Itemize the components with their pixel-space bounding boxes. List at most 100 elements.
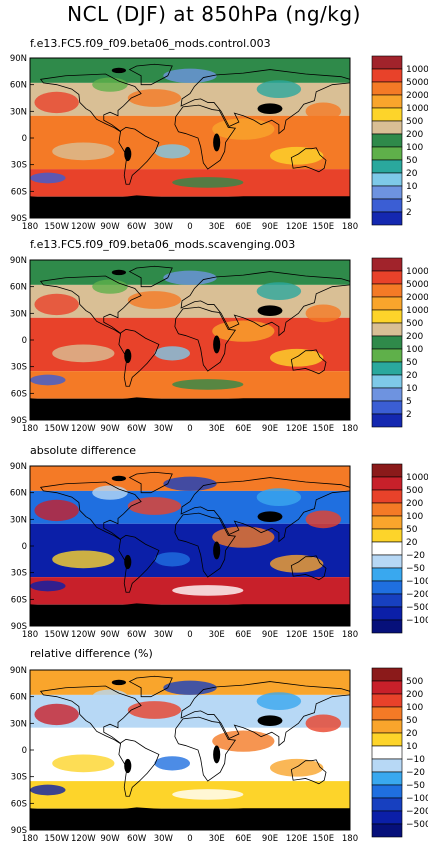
x-tick-label: 120E (286, 222, 308, 232)
field-patch-4 (52, 550, 115, 569)
missing-data-mask-1 (124, 348, 132, 364)
field-patch-5 (172, 379, 244, 390)
x-tick-label: 30W (154, 834, 174, 844)
colorbar-label: 10000 (406, 65, 428, 75)
colorbar-swatch (371, 784, 403, 799)
coastline-europe-asia (180, 271, 350, 337)
colorbar-swatch (371, 146, 403, 161)
coastline-europe-asia (180, 477, 350, 543)
colorbar-label: 1000 (406, 473, 428, 483)
colorbar-swatch (371, 554, 403, 569)
x-tick-label: 60W (127, 222, 147, 232)
colorbar-label: 100 (406, 512, 423, 522)
colorbar-swatch (371, 541, 403, 556)
y-tick-label: 30N (10, 309, 27, 319)
colorbar-swatch (371, 309, 403, 324)
colorbar-label: 100 (406, 345, 423, 355)
field-patch-8 (154, 346, 191, 361)
field-patch-1 (127, 701, 182, 719)
field-patch-10 (163, 270, 217, 285)
panel-title-relative-difference: relative difference (%) (30, 647, 153, 660)
colorbar: 1000 500 200 100 50 20 −20 −50 −100 −200 −500 −1000 (371, 463, 428, 634)
x-tick-label: 180 (342, 222, 358, 232)
colorbar-label: 10 (406, 384, 418, 394)
field-patch-11 (30, 374, 66, 386)
x-tick-label: 150E (313, 834, 335, 844)
field-patch-0 (34, 703, 79, 726)
colorbar-swatch (371, 771, 403, 786)
coastline-greenland (128, 471, 173, 494)
colorbar-label: 5000 (406, 78, 428, 88)
coastline-antarctica-edge (30, 603, 350, 626)
colorbar-label: −50 (406, 564, 425, 574)
field-patch-3 (270, 348, 324, 367)
field-patch-8 (154, 144, 191, 159)
x-tick-label: 120W (71, 222, 96, 232)
colorbar-label: 500 (406, 117, 423, 127)
coastline-south-america (118, 534, 160, 593)
field-patch-0 (34, 91, 79, 114)
field-patch-1 (127, 291, 182, 309)
colorbar-label: −200 (406, 590, 428, 600)
panel-title-control: f.e13.FC5.f09_f09.beta06_mods.control.00… (30, 37, 271, 50)
field-patch-9 (305, 304, 342, 323)
coastline-north-america (39, 481, 142, 541)
field-patch-10 (163, 476, 217, 491)
colorbar-label: 200 (406, 332, 423, 342)
x-tick-label: 90E (262, 834, 278, 844)
field-patch-11 (30, 784, 66, 796)
field-patch-6 (92, 689, 128, 704)
colorbar-swatch (371, 348, 403, 363)
colorbar-swatch (371, 413, 403, 428)
coastline-south-america (118, 328, 160, 387)
y-tick-label: 90N (10, 462, 27, 472)
missing-data-mask-0 (257, 103, 283, 114)
colorbar-swatch (371, 94, 403, 109)
x-tick-label: 180 (22, 222, 38, 232)
x-tick-label: 90E (262, 630, 278, 640)
x-tick-label: 120W (71, 834, 96, 844)
y-tick-label: 0 (22, 542, 27, 552)
colorbar-label: 10 (406, 742, 418, 752)
x-tick-label: 180 (22, 630, 38, 640)
y-tick-label: 30N (10, 107, 27, 117)
colorbar-label: 200 (406, 130, 423, 140)
x-tick-label: 180 (342, 630, 358, 640)
colorbar-swatch (371, 257, 403, 272)
x-tick-label: 120E (286, 424, 308, 434)
coastline-greenland (128, 63, 173, 86)
colorbar-swatch (371, 172, 403, 187)
colorbar-swatch (371, 758, 403, 773)
field-patch-3 (270, 758, 324, 777)
coastline-africa (174, 306, 237, 372)
field-band-1 (30, 490, 350, 524)
x-tick-label: 150W (44, 834, 69, 844)
coastline-africa (174, 104, 237, 170)
colorbar-label: 2 (406, 410, 412, 420)
y-tick-label: 30S (11, 363, 27, 373)
field-patch-11 (30, 172, 66, 184)
missing-data-mask-2 (213, 745, 221, 764)
coastline-south-america (118, 126, 160, 185)
field-patch-2 (212, 118, 275, 140)
missing-data-mask-0 (257, 305, 283, 316)
coastline-greenland (128, 675, 173, 698)
field-band-1 (30, 82, 350, 116)
x-tick-label: 30E (209, 424, 225, 434)
colorbar-swatch (371, 335, 403, 350)
colorbar-swatch (371, 107, 403, 122)
colorbar-swatch (371, 606, 403, 621)
coastline-antarctica-edge (30, 397, 350, 420)
colorbar-label: 2 (406, 208, 412, 218)
colorbar-label: 5000 (406, 280, 428, 290)
field-patch-10 (163, 68, 217, 83)
field-patch-6 (92, 485, 128, 500)
x-tick-label: 30W (154, 630, 174, 640)
x-tick-label: 0 (187, 630, 192, 640)
field-patch-5 (172, 789, 244, 800)
x-tick-label: 90W (100, 630, 120, 640)
main-title: NCL (DJF) at 850hPa (ng/kg) (67, 2, 361, 26)
y-tick-label: 60N (10, 693, 27, 703)
field-band-1 (30, 694, 350, 728)
map-panel-absolute-difference: 180 150W 120W 90W 60W 30W 0 30E 60E 90E 120E 150E 18… (10, 462, 428, 640)
